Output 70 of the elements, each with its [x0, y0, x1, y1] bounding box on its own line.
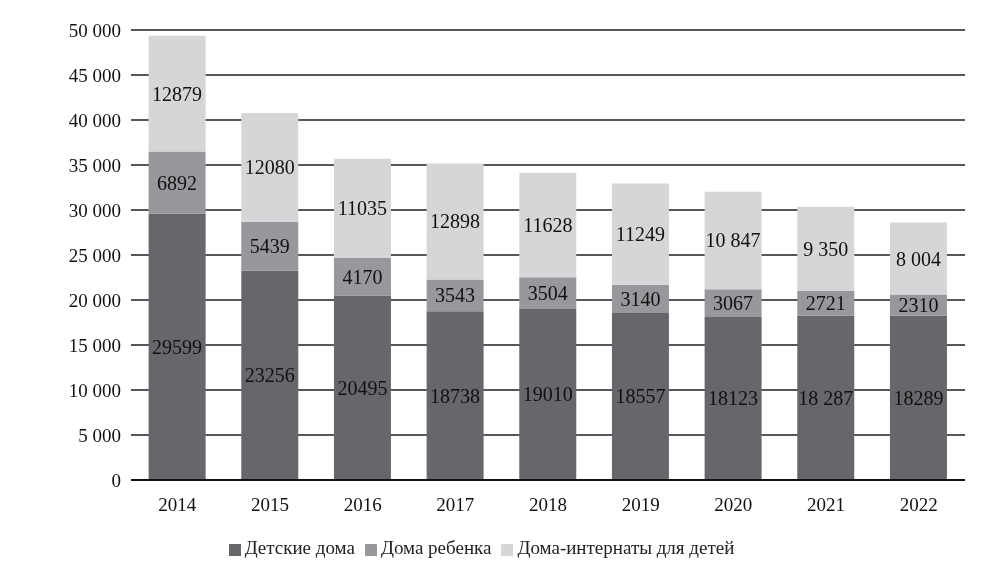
data-label: 12080: [244, 156, 295, 179]
x-tick-label: 2017: [436, 494, 475, 516]
y-tick-label: 25 000: [68, 244, 121, 266]
data-label: 5439: [249, 235, 290, 258]
bar: [333, 295, 391, 480]
x-tick-label: 2015: [251, 494, 289, 516]
bar: [704, 191, 762, 290]
y-tick-label: 5 000: [78, 424, 121, 446]
bar: [797, 206, 855, 291]
data-label: 18123: [708, 387, 759, 410]
bar: [241, 113, 299, 222]
x-tick-label: 2019: [621, 494, 660, 516]
data-label: 10 847: [705, 229, 761, 252]
data-label: 19010: [522, 383, 573, 406]
data-label: 3543: [435, 284, 476, 307]
x-tick-label: 2018: [529, 494, 567, 516]
bar: [241, 221, 299, 271]
data-label: 12879: [152, 82, 203, 105]
data-label: 18289: [893, 386, 944, 409]
x-tick-label: 2020: [714, 494, 753, 516]
bar: [611, 183, 669, 285]
data-label: 2310: [898, 294, 939, 316]
data-label: 3504: [527, 282, 568, 305]
data-label: 18557: [615, 385, 666, 408]
data-label: 20495: [337, 376, 388, 399]
data-label: 8 004: [895, 247, 941, 270]
y-tick-label: 50 000: [68, 19, 121, 41]
bar: [426, 163, 484, 280]
data-label: 3140: [620, 287, 661, 310]
data-label: 11035: [337, 197, 388, 220]
data-label: 6892: [157, 171, 198, 194]
bar: [519, 172, 577, 278]
y-tick-label: 35 000: [68, 154, 121, 176]
y-tick-label: 0: [111, 469, 121, 491]
bar: [797, 315, 855, 480]
bar: [148, 151, 206, 214]
data-label: 9 350: [803, 237, 849, 260]
y-tick-label: 15 000: [68, 334, 121, 356]
data-label: 3067: [713, 292, 754, 315]
data-label: 18 287: [798, 386, 854, 409]
bar: [889, 315, 947, 480]
y-tick-label: 45 000: [68, 64, 121, 86]
data-label: 29599: [152, 335, 203, 358]
x-tick-label: 2014: [158, 494, 197, 516]
bar: [241, 270, 299, 480]
x-tick-label: 2016: [343, 494, 382, 516]
data-label: 2721: [805, 292, 846, 315]
data-label: 4170: [342, 265, 383, 288]
x-tick-label: 2021: [807, 494, 845, 516]
data-label: 11628: [523, 214, 573, 237]
bar: [611, 312, 669, 480]
bar: [148, 35, 206, 152]
bar: [704, 316, 762, 480]
bar: [148, 213, 206, 480]
legend-label: Детские дома: [244, 537, 355, 558]
data-label: 11249: [615, 223, 666, 246]
data-label: 23256: [244, 364, 295, 387]
y-tick-label: 10 000: [68, 379, 121, 401]
bar: [889, 222, 947, 295]
bar: [333, 158, 391, 259]
legend-label: Дома-интернаты для детей: [517, 537, 735, 558]
bar: [519, 308, 577, 480]
data-label: 18738: [430, 384, 481, 407]
bar: [426, 311, 484, 480]
legend-label: Дома ребенка: [380, 537, 492, 558]
y-tick-label: 40 000: [68, 109, 121, 131]
y-tick-label: 20 000: [68, 289, 121, 311]
data-label: 12898: [430, 210, 481, 233]
x-tick-label: 2022: [899, 494, 938, 516]
y-tick-label: 30 000: [68, 199, 121, 221]
